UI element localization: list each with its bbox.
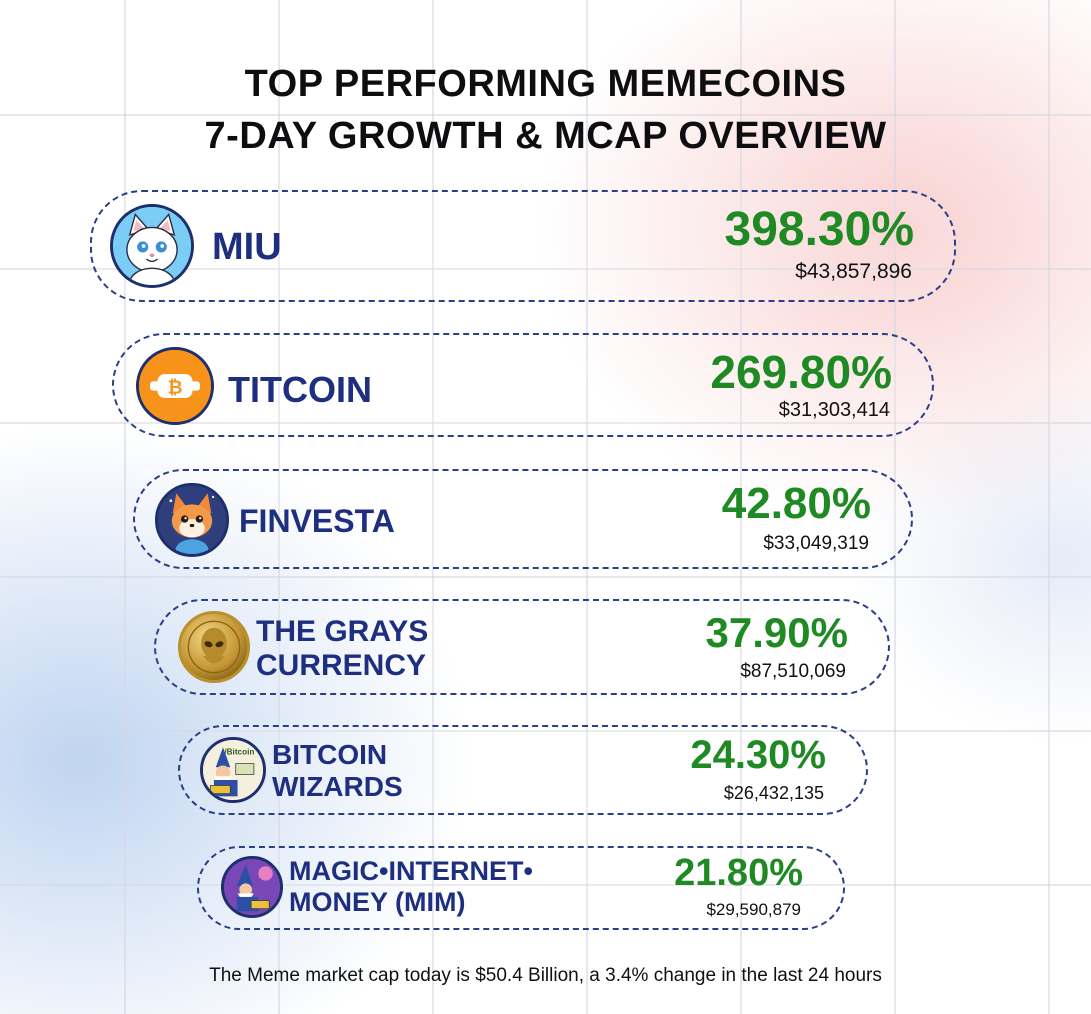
coin-row-finvesta: FINVESTA 42.80% $33,049,319 [133, 469, 913, 569]
fox-icon [155, 483, 229, 557]
growth-percent: 37.90% [705, 609, 848, 656]
alien-gold-coin-icon [178, 611, 250, 683]
market-cap-summary: The Meme market cap today is $50.4 Billi… [209, 965, 882, 986]
coin-name: THE GRAYS CURRENCY [256, 615, 428, 683]
coin-row-magic-internet-money: MAGIC•INTERNET• MONEY (MIM) 21.80% $29,5… [197, 846, 845, 930]
market-cap: $31,303,414 [778, 399, 890, 421]
coin-name-line-2: CURRENCY [256, 649, 427, 682]
coin-name: FINVESTA [239, 503, 395, 539]
coin-row-the-grays-currency: THE GRAYS CURRENCY 37.90% $87,510,069 [154, 599, 890, 695]
coin-row-titcoin: ₿ TITCOIN 269.80% $31,303,414 [112, 333, 934, 437]
market-cap: $43,857,896 [795, 260, 912, 283]
growth-percent: 21.80% [674, 852, 803, 894]
market-cap: $29,590,879 [706, 900, 801, 919]
coin-name-line-1: THE GRAYS [256, 615, 429, 648]
market-cap: $87,510,069 [740, 661, 846, 682]
title-line-2: 7-DAY GROWTH & MCAP OVERVIEW [204, 115, 887, 157]
wizard-icon: /Bitcoin [200, 737, 266, 803]
coin-name: MAGIC•INTERNET• MONEY (MIM) [289, 856, 533, 918]
market-cap: $26,432,135 [723, 783, 824, 803]
coin-name-line-2: WIZARDS [272, 771, 403, 802]
white-cat-icon [110, 204, 194, 288]
wizard-purple-icon [221, 856, 283, 918]
orange-bitcoin-icon: ₿ [136, 347, 214, 425]
growth-percent: 42.80% [721, 479, 871, 528]
coin-name-line-1: MAGIC•INTERNET• [289, 856, 533, 886]
growth-percent: 24.30% [690, 733, 826, 777]
coin-row-miu: MIU 398.30% $43,857,896 [90, 190, 956, 302]
page-title: TOP PERFORMING MEMECOINS 7-DAY GROWTH & … [0, 58, 1091, 162]
growth-percent: 398.30% [724, 203, 915, 256]
coin-name: MIU [212, 226, 282, 268]
coin-name: TITCOIN [228, 369, 372, 410]
svg-text:/Bitcoin: /Bitcoin [224, 748, 254, 757]
coin-name-line-1: BITCOIN [272, 739, 388, 770]
svg-text:₿: ₿ [167, 376, 182, 397]
coin-name-line-2: MONEY (MIM) [289, 887, 466, 917]
market-cap: $33,049,319 [763, 533, 869, 554]
title-line-1: TOP PERFORMING MEMECOINS [244, 63, 847, 105]
growth-percent: 269.80% [710, 346, 892, 398]
coin-name: BITCOIN WIZARDS [272, 739, 403, 803]
coin-row-bitcoin-wizards: /Bitcoin BITCOIN WIZARDS 24.30% $26,432,… [178, 725, 868, 815]
